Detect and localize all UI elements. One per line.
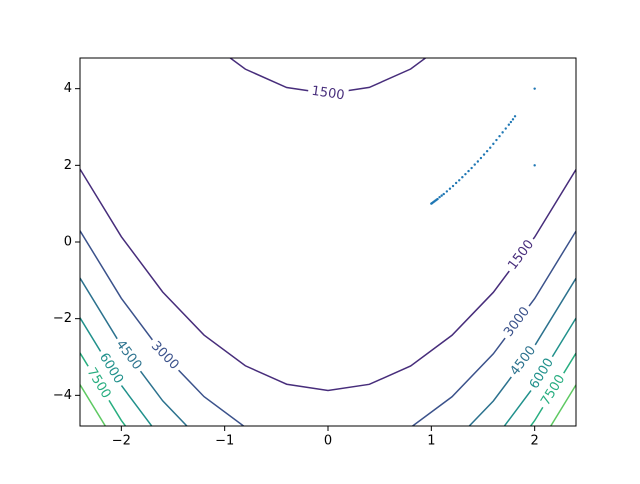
contour-label-gap [535,369,571,412]
path-point [533,164,536,167]
path-point [495,138,498,142]
path-point [440,194,443,197]
path-point [454,181,458,185]
path-point [498,135,501,138]
path-point [513,115,517,118]
path-point [445,190,449,193]
contour-label-gap [524,352,560,395]
path-point [489,146,492,149]
path-point [504,127,507,130]
x-tick-label: 2 [531,434,539,449]
contour-label-gap [504,340,542,382]
path-point [473,163,476,166]
y-tick-label: −2 [53,311,72,326]
path-point [479,156,483,160]
y-tick-label: 2 [64,158,72,173]
contour-label: 1500 [311,84,346,104]
path-point [470,166,473,170]
contour-label-gap [145,335,185,376]
path-point [511,118,515,121]
x-tick-label: 0 [324,434,332,449]
y-tick-label: 4 [64,81,72,96]
path-point [461,176,464,179]
y-tick-label: −4 [53,388,72,403]
path-point [442,192,445,196]
path-point [507,123,511,126]
path-point [492,142,495,146]
path-point [485,149,489,153]
path-point [482,153,486,156]
contour-label-gap [93,347,129,390]
path-point [464,172,467,176]
contour-line [80,384,107,426]
path-point [458,179,461,182]
path-point [451,184,455,188]
contour-label-group: 1500 [307,82,349,105]
contour-label-gap [498,301,536,343]
path-point [438,195,441,199]
x-tick-label: 1 [427,434,435,449]
path-point [509,120,513,124]
contour-line [80,168,576,392]
path-point [476,160,480,163]
path-point [501,131,504,134]
path-point [533,87,536,90]
path-point [430,202,433,205]
path-point [448,187,452,190]
contour-label-gap [502,234,540,276]
x-tick-label: −1 [215,434,234,449]
contour-label-gap [81,362,116,405]
x-tick-label: −2 [112,434,131,449]
contour-label-gap [307,82,349,105]
y-tick-label: 0 [64,235,72,250]
contour-label-gap [110,334,147,377]
path-point [467,169,470,173]
contour-line [549,384,576,426]
contour-line [80,277,188,426]
